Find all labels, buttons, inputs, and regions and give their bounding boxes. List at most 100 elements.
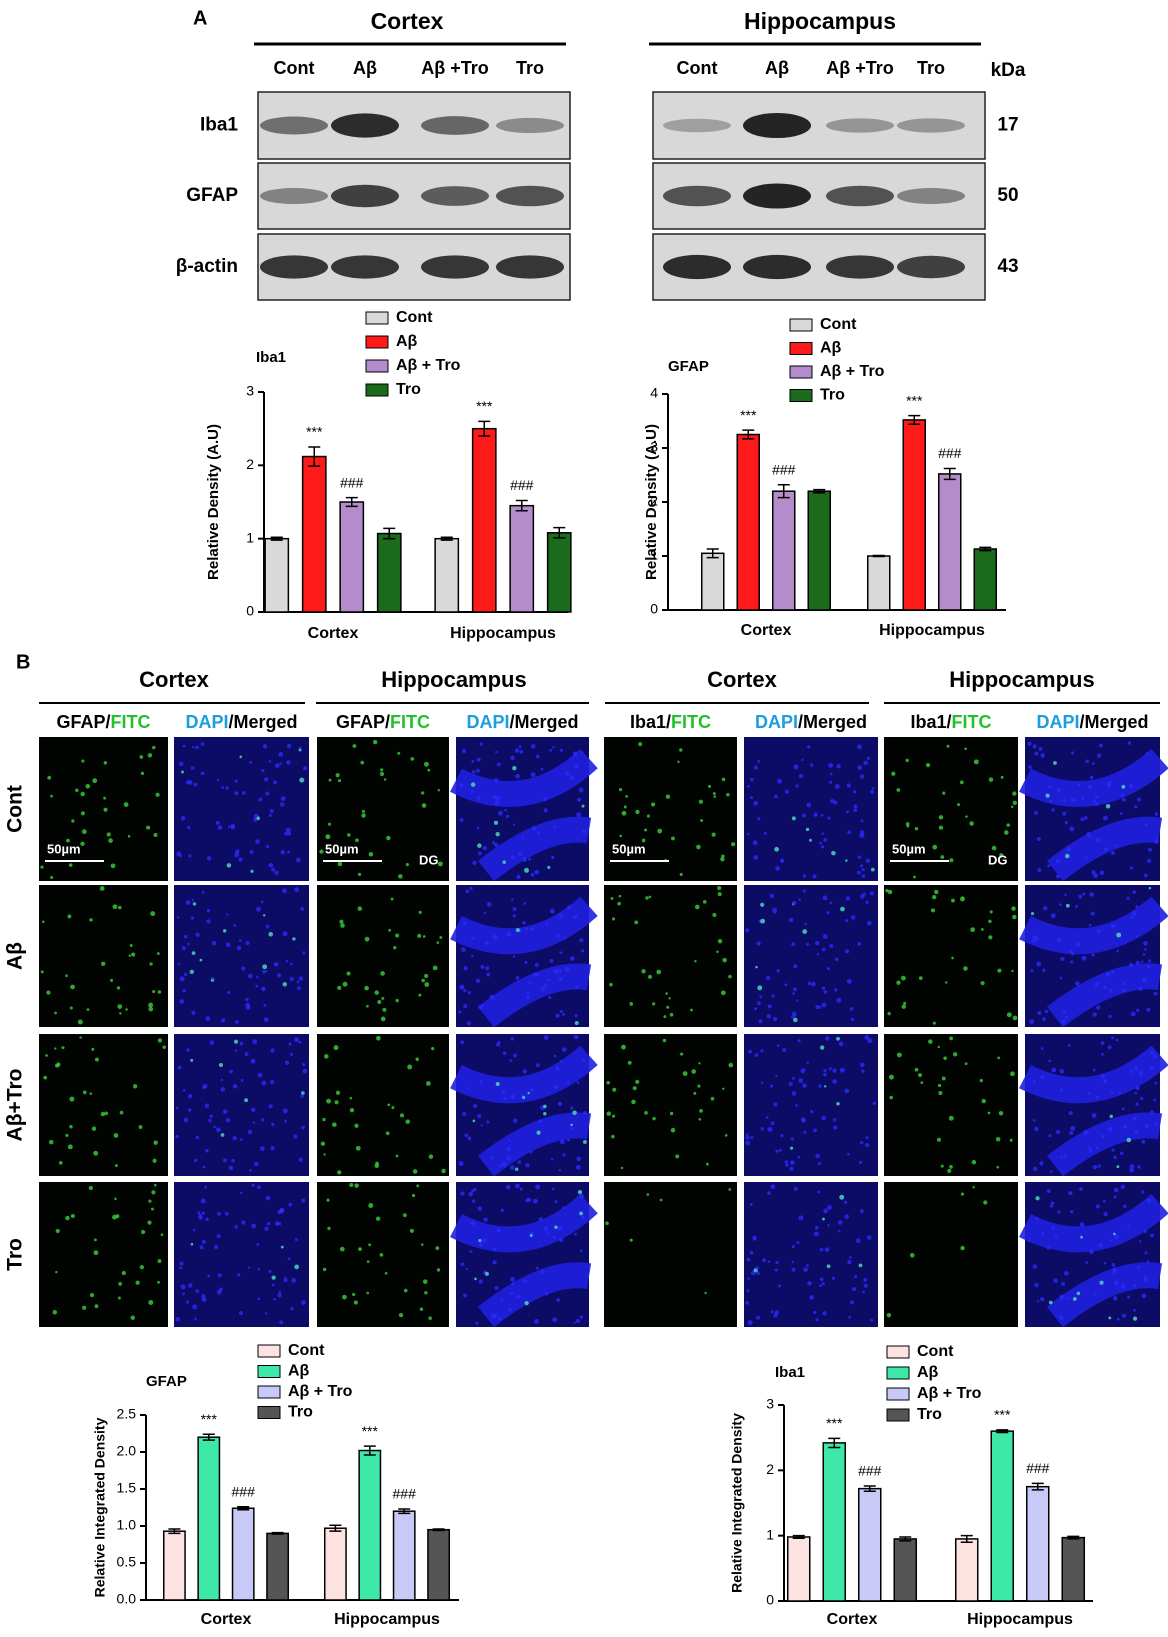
cell-dot (1070, 1209, 1074, 1214)
cell-dot (1044, 1009, 1049, 1014)
cell-dot (294, 1264, 299, 1270)
cell-dot (423, 761, 429, 767)
cell-dot (1140, 960, 1144, 963)
cell-dot (852, 790, 857, 794)
cell-dot (1027, 741, 1032, 746)
cell-dot (1116, 1317, 1120, 1321)
cell-dot (818, 1084, 822, 1088)
cell-dot (847, 1153, 850, 1156)
cell-dot (349, 1183, 354, 1188)
cell-dot (819, 1247, 824, 1252)
cell-dot (1068, 1191, 1073, 1196)
cell-dot (467, 1086, 471, 1090)
cell-dot (1060, 1155, 1063, 1159)
protein-label: Iba1 (200, 115, 238, 136)
cell-dot (575, 1164, 581, 1170)
cell-dot (823, 1085, 827, 1088)
error-bar (1031, 1482, 1044, 1491)
cell-dot (481, 1003, 484, 1007)
cell-dot (265, 791, 270, 796)
significance: ### (858, 1463, 882, 1479)
cell-dot (826, 911, 830, 915)
cell-dot (547, 1232, 550, 1236)
cell-dot (844, 1214, 850, 1220)
cell-dot (218, 1063, 224, 1068)
cell-dot (384, 1271, 388, 1275)
cell-dot (225, 786, 229, 790)
cell-dot (611, 1134, 615, 1139)
cell-dot (914, 1067, 919, 1072)
micrograph (317, 1034, 449, 1176)
cell-dot (819, 1045, 825, 1050)
cell-dot (334, 1100, 339, 1105)
cell-dot (43, 1075, 48, 1080)
cell-dot (774, 1310, 779, 1315)
cell-dot (513, 1053, 517, 1058)
cell-dot (1110, 1091, 1114, 1095)
cell-dot (179, 1261, 184, 1266)
cell-dot (480, 964, 485, 969)
cell-dot (1078, 894, 1083, 899)
cell-dot (55, 1228, 60, 1234)
cell-dot (521, 836, 524, 839)
cell-dot (1091, 1113, 1097, 1118)
cell-dot (494, 800, 500, 806)
cell-dot (1113, 1187, 1119, 1193)
cell-dot (696, 844, 701, 850)
cell-dot (835, 957, 839, 962)
cell-dot (1092, 1164, 1098, 1170)
cell-dot (157, 1280, 160, 1284)
cell-dot (793, 1017, 798, 1023)
cell-dot (581, 804, 585, 808)
cell-dot (1144, 823, 1149, 827)
cell-dot (772, 907, 778, 913)
cell-dot (294, 1037, 299, 1043)
cell-dot (284, 1119, 288, 1123)
cell-dot (913, 875, 916, 879)
cell-dot (89, 1293, 95, 1298)
chart-title: Iba1 (256, 349, 286, 366)
cell-dot (552, 1317, 558, 1323)
cell-dot (419, 1307, 424, 1311)
cell-dot (234, 791, 239, 796)
cell-dot (849, 1256, 852, 1259)
cell-dot (1134, 805, 1138, 809)
cell-dot (301, 1300, 306, 1305)
cell-dot (981, 1098, 986, 1104)
cell-dot (1106, 784, 1111, 788)
cell-dot (523, 902, 527, 905)
legend-label: Tro (288, 1404, 313, 1421)
cell-dot (792, 987, 797, 992)
cell-dot (234, 1049, 238, 1052)
cell-dot (473, 1104, 478, 1109)
cell-dot (245, 941, 250, 945)
cell-dot (1113, 1232, 1116, 1236)
cell-dot (1101, 1052, 1104, 1056)
cell-dot (1006, 1012, 1012, 1018)
cell-dot (277, 973, 282, 978)
cell-dot (909, 1252, 915, 1258)
cell-dot (277, 1293, 282, 1298)
cell-dot (191, 951, 196, 955)
cell-dot (579, 938, 584, 943)
legend-swatch (365, 383, 389, 397)
cell-dot (558, 913, 564, 918)
cell-dot (871, 787, 875, 790)
cell-dot (486, 972, 491, 977)
cell-dot (286, 760, 291, 765)
cell-dot (510, 755, 515, 761)
cell-dot (380, 768, 384, 772)
cell-dot (337, 985, 342, 990)
cell-dot (1036, 961, 1042, 967)
cell-dot (1091, 953, 1095, 957)
x-tick-label: Cortex (308, 625, 359, 642)
cell-dot (1069, 1130, 1074, 1136)
cell-dot (463, 966, 468, 971)
legend-swatch (789, 318, 813, 332)
cell-dot (520, 1093, 524, 1097)
cell-dot (525, 1163, 530, 1168)
cell-dot (920, 1081, 924, 1085)
blot-band (897, 187, 965, 205)
cell-dot (465, 1267, 469, 1271)
cell-dot (817, 1161, 821, 1165)
